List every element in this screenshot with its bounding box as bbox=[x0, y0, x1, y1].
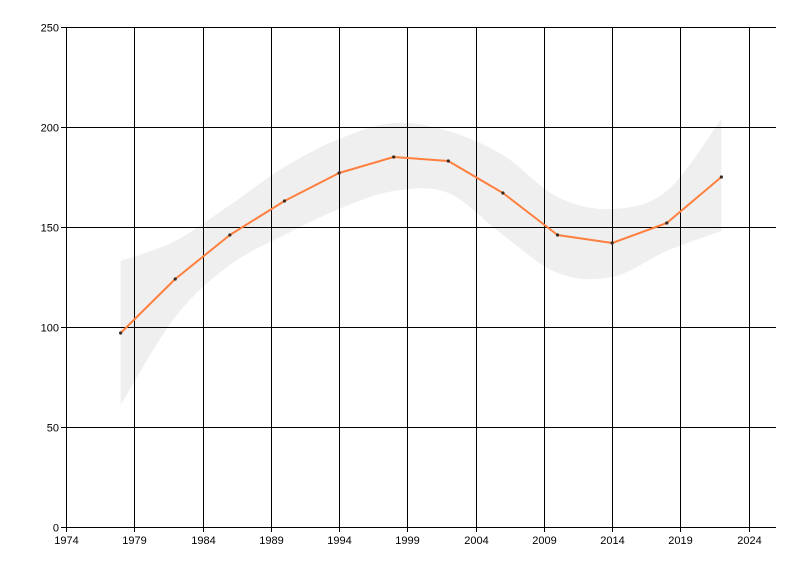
data-point bbox=[555, 233, 560, 237]
data-point bbox=[228, 233, 232, 237]
y-tick-label: 150 bbox=[41, 223, 59, 235]
x-tick-label: 2019 bbox=[668, 535, 692, 547]
data-point bbox=[119, 331, 123, 335]
x-tick-label: 2024 bbox=[737, 535, 761, 547]
x-tick-label: 1994 bbox=[327, 535, 351, 547]
x-tick-label: 1999 bbox=[395, 535, 419, 547]
x-tick-label: 1979 bbox=[122, 535, 146, 547]
confidence-band bbox=[120, 119, 722, 405]
x-tick-label: 2004 bbox=[464, 535, 488, 547]
data-point bbox=[501, 191, 505, 195]
y-tick-label: 250 bbox=[41, 23, 59, 35]
confidence-band-layer bbox=[120, 119, 722, 405]
data-point bbox=[173, 277, 177, 281]
data-point bbox=[665, 221, 669, 225]
y-tick-label: 50 bbox=[47, 423, 59, 435]
y-tick-label: 100 bbox=[41, 323, 59, 335]
data-point bbox=[719, 175, 723, 179]
y-tick-label: 200 bbox=[41, 123, 59, 135]
series-layer bbox=[119, 155, 723, 335]
data-point bbox=[446, 159, 450, 163]
y-tick-label: 0 bbox=[53, 523, 59, 535]
data-point bbox=[610, 241, 614, 245]
series-line bbox=[119, 156, 723, 334]
x-tick-label: 1984 bbox=[191, 535, 215, 547]
data-point bbox=[282, 199, 287, 203]
data-point bbox=[337, 171, 341, 175]
data-point bbox=[392, 155, 396, 159]
grid-layer bbox=[66, 27, 776, 527]
x-tick-label: 2014 bbox=[600, 535, 624, 547]
x-tick-label: 1974 bbox=[54, 535, 78, 547]
axes-layer: 0 50 100 150 200 250 1974 1979 1984 1989 1994 1999 2… bbox=[41, 23, 776, 547]
x-tick-label: 1989 bbox=[259, 535, 283, 547]
x-tick-label: 2009 bbox=[532, 535, 556, 547]
